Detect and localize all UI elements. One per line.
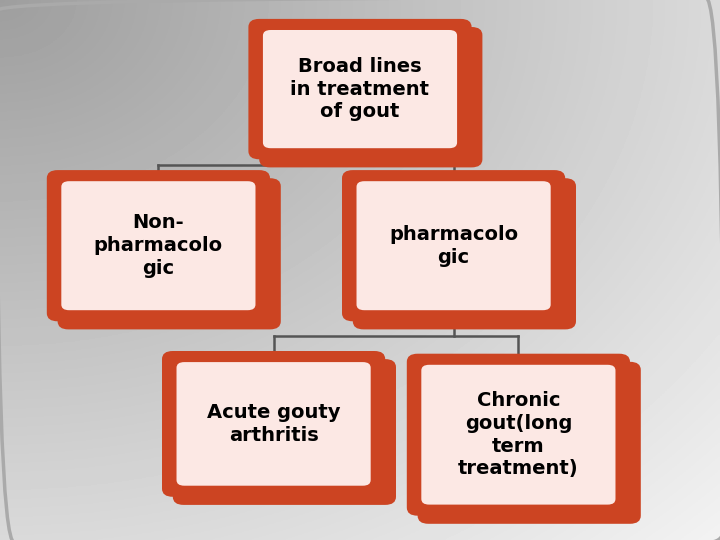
Text: Chronic
gout(long
term
treatment): Chronic gout(long term treatment) <box>458 391 579 478</box>
Text: Broad lines
in treatment
of gout: Broad lines in treatment of gout <box>290 57 430 122</box>
FancyBboxPatch shape <box>356 180 552 311</box>
FancyBboxPatch shape <box>342 170 565 321</box>
FancyBboxPatch shape <box>418 362 641 524</box>
FancyBboxPatch shape <box>176 361 372 487</box>
Text: pharmacolo
gic: pharmacolo gic <box>389 225 518 267</box>
FancyBboxPatch shape <box>58 178 281 329</box>
Text: Non-
pharmacolo
gic: Non- pharmacolo gic <box>94 213 223 278</box>
FancyBboxPatch shape <box>162 351 385 497</box>
FancyBboxPatch shape <box>47 170 270 321</box>
FancyBboxPatch shape <box>353 178 576 329</box>
FancyBboxPatch shape <box>407 354 630 516</box>
FancyBboxPatch shape <box>420 364 616 505</box>
FancyBboxPatch shape <box>60 180 256 311</box>
Text: Acute gouty
arthritis: Acute gouty arthritis <box>207 403 341 445</box>
FancyBboxPatch shape <box>262 29 458 149</box>
FancyBboxPatch shape <box>259 27 482 167</box>
FancyBboxPatch shape <box>248 19 472 159</box>
FancyBboxPatch shape <box>173 359 396 505</box>
